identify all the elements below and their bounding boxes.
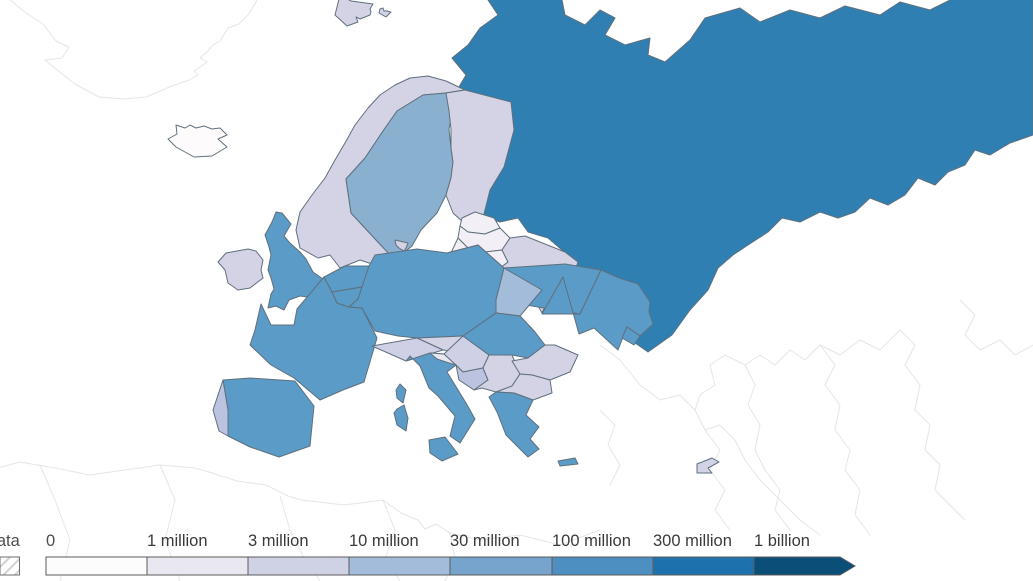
svg-text:10 million: 10 million — [349, 532, 419, 550]
svg-text:1 billion: 1 billion — [754, 532, 810, 550]
svg-text:100 million: 100 million — [552, 532, 631, 550]
svg-text:30 million: 30 million — [450, 532, 520, 550]
svg-text:3 million: 3 million — [248, 532, 309, 550]
svg-text:300 million: 300 million — [653, 532, 732, 550]
svg-text:No data: No data — [0, 532, 21, 550]
svg-text:1 million: 1 million — [147, 532, 208, 550]
svg-text:0: 0 — [46, 532, 55, 550]
